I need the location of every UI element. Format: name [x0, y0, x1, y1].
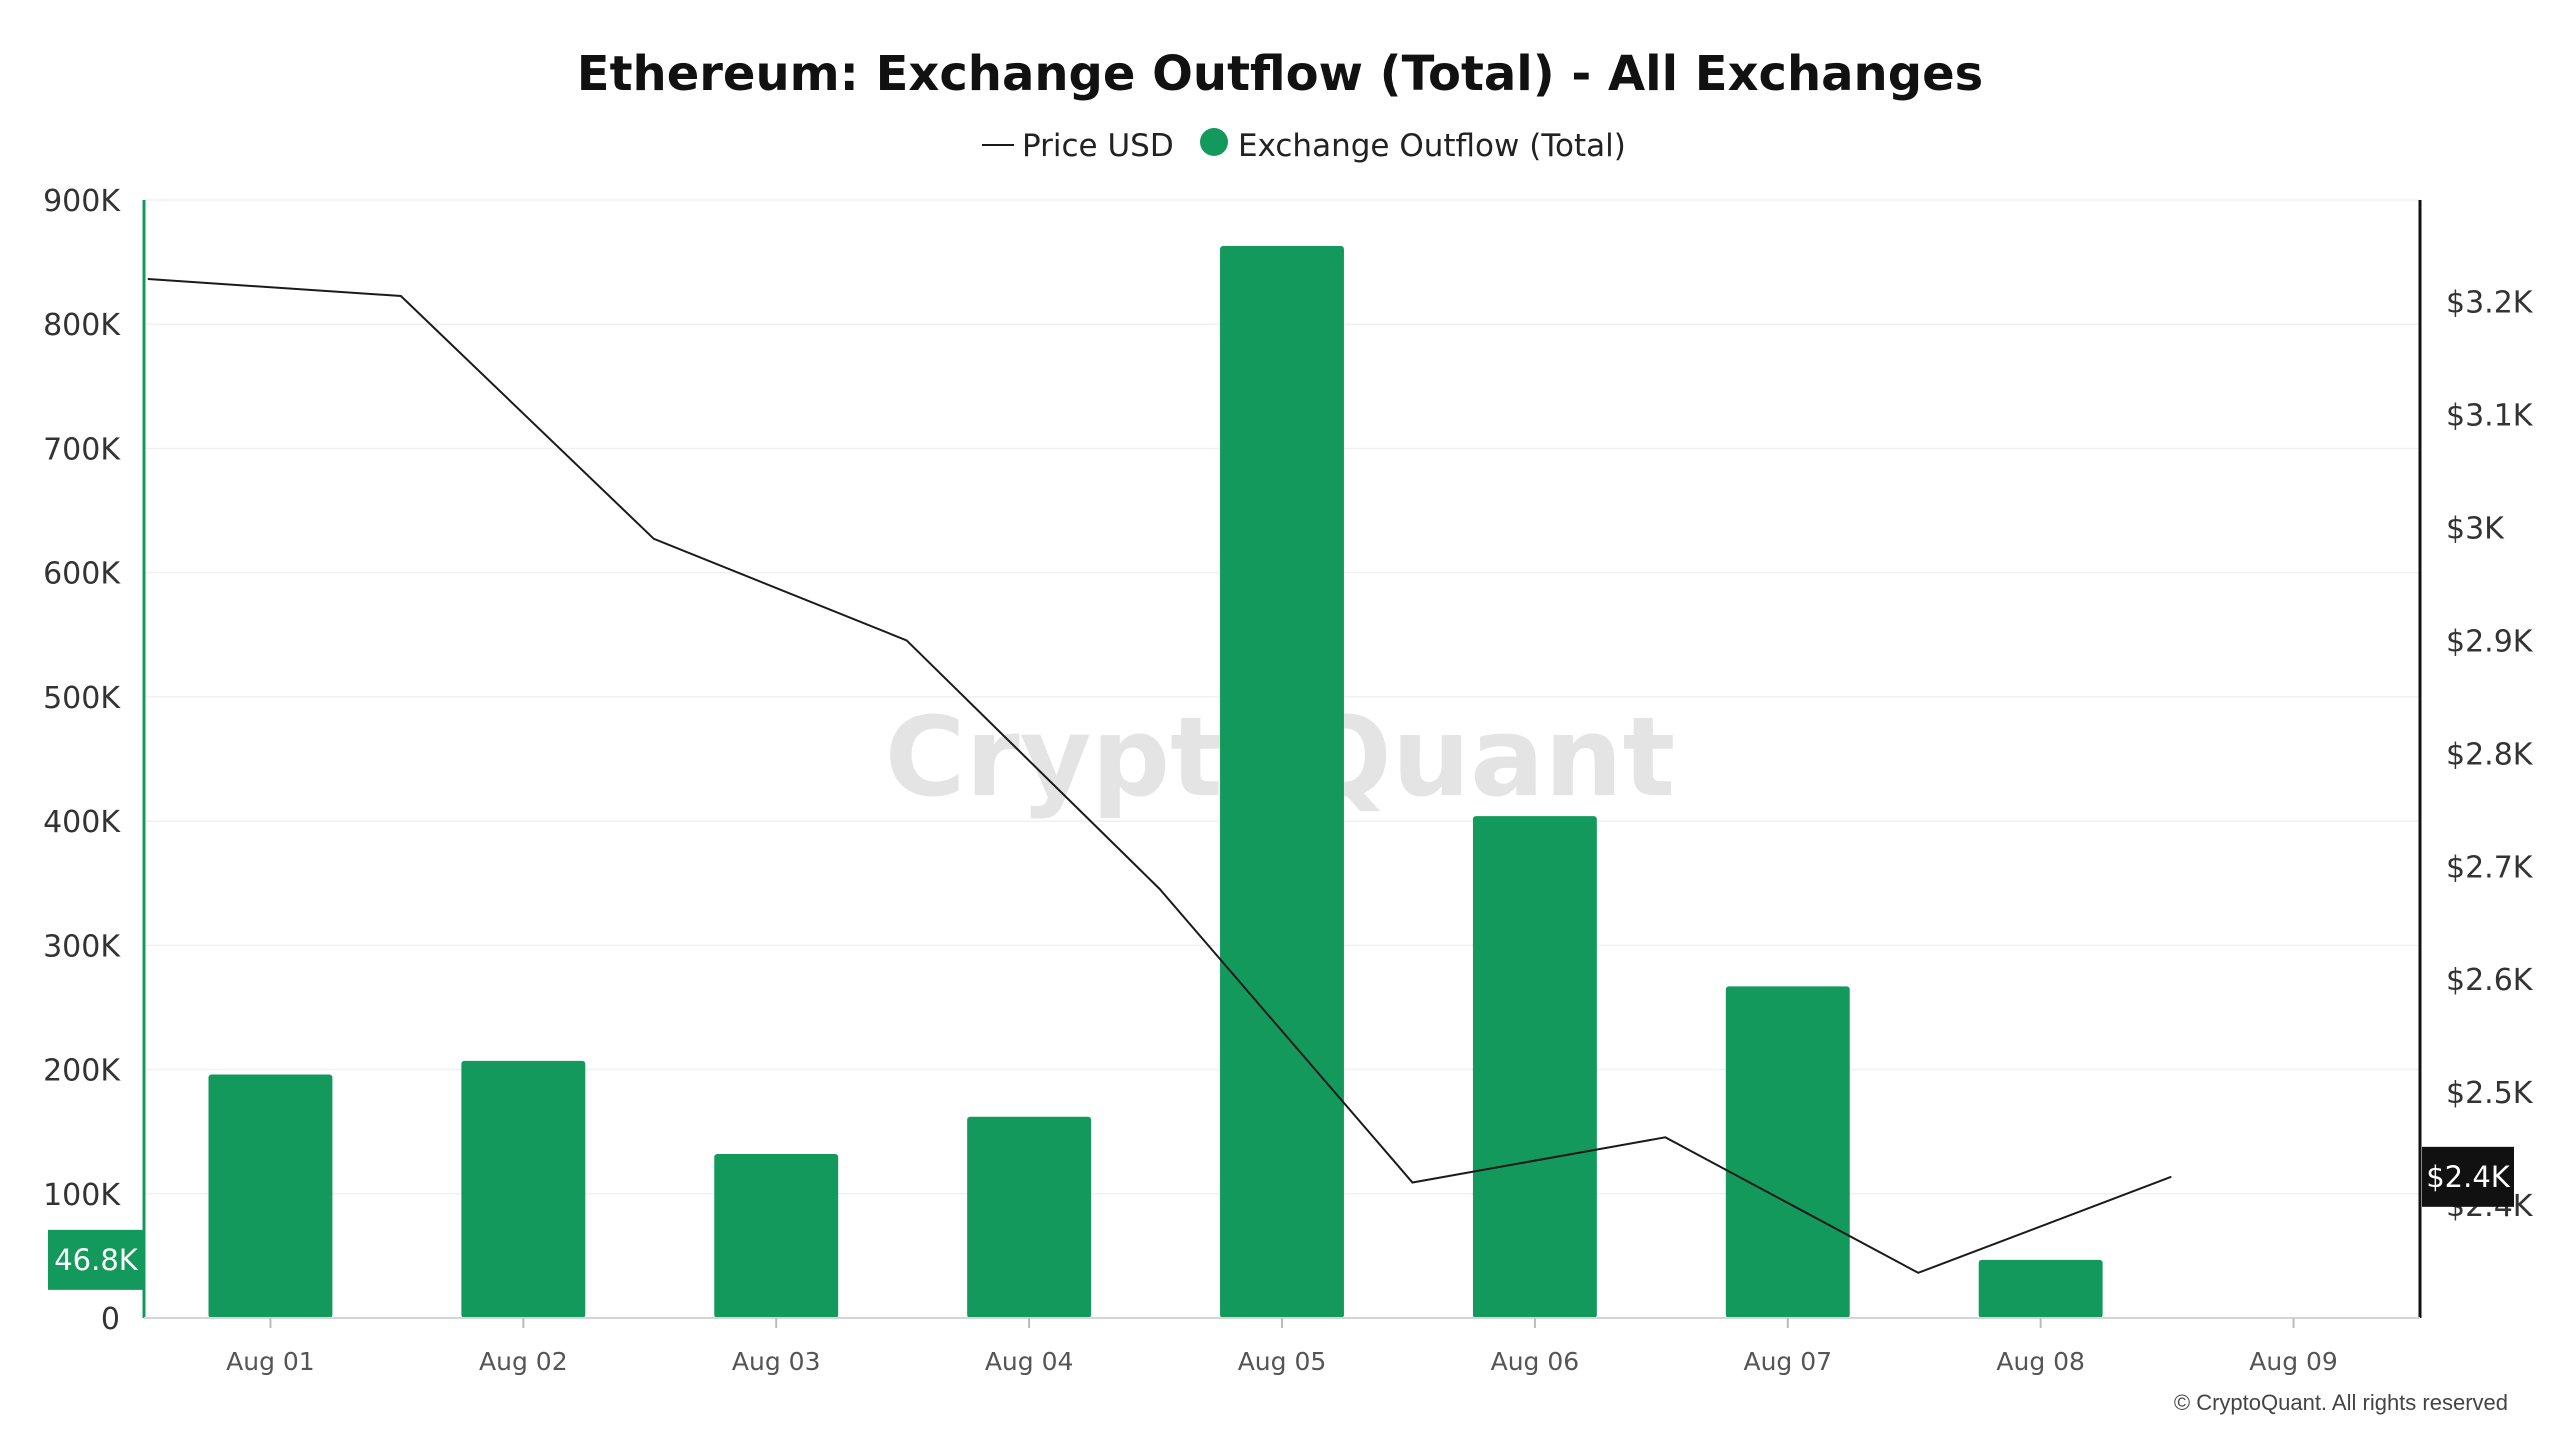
bar[interactable] — [1725, 986, 1850, 1318]
legend[interactable]: Price USD Exchange Outflow (Total) — [982, 128, 1626, 164]
price-point — [400, 295, 402, 297]
y-right-tick-label: $2.7K — [2446, 850, 2534, 885]
x-ticks: Aug 01 Aug 02 Aug 03 Aug 04 Aug 05 Aug 06 Aug … — [226, 1318, 2338, 1376]
y-left-tick-label: 500K — [43, 681, 121, 716]
y-right-tick-label: $2.8K — [2446, 737, 2534, 772]
price-point — [147, 278, 149, 280]
price-point — [1664, 1136, 1666, 1138]
legend-dot-marker — [1200, 128, 1228, 156]
legend-item-price[interactable]: Price USD — [982, 128, 1174, 164]
legend-item-outflow[interactable]: Exchange Outflow (Total) — [1200, 128, 1626, 164]
y-right-tick-label: $3.2K — [2446, 286, 2534, 321]
bar[interactable] — [967, 1116, 1092, 1318]
y-left-tick-label: 600K — [43, 557, 121, 592]
x-tick-label: Aug 09 — [2249, 1347, 2338, 1376]
x-tick-label: Aug 01 — [226, 1347, 315, 1376]
bars — [208, 245, 2103, 1319]
bar[interactable] — [208, 1074, 333, 1318]
y-left-tick-label: 0 — [101, 1302, 120, 1337]
bar[interactable] — [1220, 245, 1344, 1319]
legend-label-price: Price USD — [1022, 128, 1174, 164]
y-left-tick-label: 700K — [43, 432, 121, 467]
bar[interactable] — [714, 1154, 839, 1318]
price-point — [1917, 1272, 1919, 1274]
left-current-value: 46.8K — [54, 1243, 139, 1277]
price-point — [2170, 1176, 2172, 1178]
y-left-tick-label: 200K — [43, 1054, 121, 1089]
y-right-tick-label: $2.6K — [2446, 963, 2534, 998]
y-left-tick-label: 100K — [43, 1178, 121, 1213]
left-current-badge: 46.8K — [48, 1229, 144, 1290]
bar[interactable] — [1472, 816, 1597, 1318]
x-tick-label: Aug 07 — [1743, 1347, 1832, 1376]
y-right-tick-label: $3K — [2446, 511, 2505, 546]
y-right-tick-label: $2.5K — [2446, 1076, 2534, 1111]
y-right-tick-label: $2.9K — [2446, 624, 2534, 659]
price-line-group — [147, 278, 2172, 1274]
y-left-tick-label: 900K — [43, 184, 121, 219]
price-point — [653, 538, 655, 540]
right-current-value: $2.4K — [2426, 1160, 2511, 1194]
price-point — [1411, 1181, 1413, 1183]
copyright: © CryptoQuant. All rights reserved — [2174, 1390, 2508, 1415]
y-right-tick-label: $3.1K — [2446, 399, 2534, 434]
left-badge-background — [48, 1229, 144, 1290]
price-point — [906, 639, 908, 641]
y-right-ticks: $2.4K$2.5K$2.6K$2.7K$2.8K$2.9K$3K$3.1K$3… — [2446, 286, 2534, 1224]
bar[interactable] — [461, 1060, 586, 1318]
chart-title: Ethereum: Exchange Outflow (Total) - All… — [577, 46, 1983, 102]
legend-label-outflow: Exchange Outflow (Total) — [1238, 128, 1626, 164]
x-tick-label: Aug 05 — [1238, 1347, 1327, 1376]
y-left-tick-label: 400K — [43, 805, 121, 840]
bar[interactable] — [1978, 1259, 2103, 1318]
x-tick-label: Aug 02 — [479, 1347, 568, 1376]
y-left-tick-label: 300K — [43, 929, 121, 964]
right-badge-background — [2422, 1146, 2514, 1207]
y-left-ticks: 0 100K 200K 300K 400K 500K 600K 700K 800K 900K — [43, 184, 121, 1337]
right-current-badge: $2.4K — [2422, 1146, 2514, 1207]
x-tick-label: Aug 03 — [732, 1347, 821, 1376]
x-tick-label: Aug 04 — [985, 1347, 1074, 1376]
price-point — [1159, 888, 1161, 890]
x-tick-label: Aug 08 — [1996, 1347, 2085, 1376]
x-tick-label: Aug 06 — [1491, 1347, 1580, 1376]
y-left-tick-label: 800K — [43, 308, 121, 343]
